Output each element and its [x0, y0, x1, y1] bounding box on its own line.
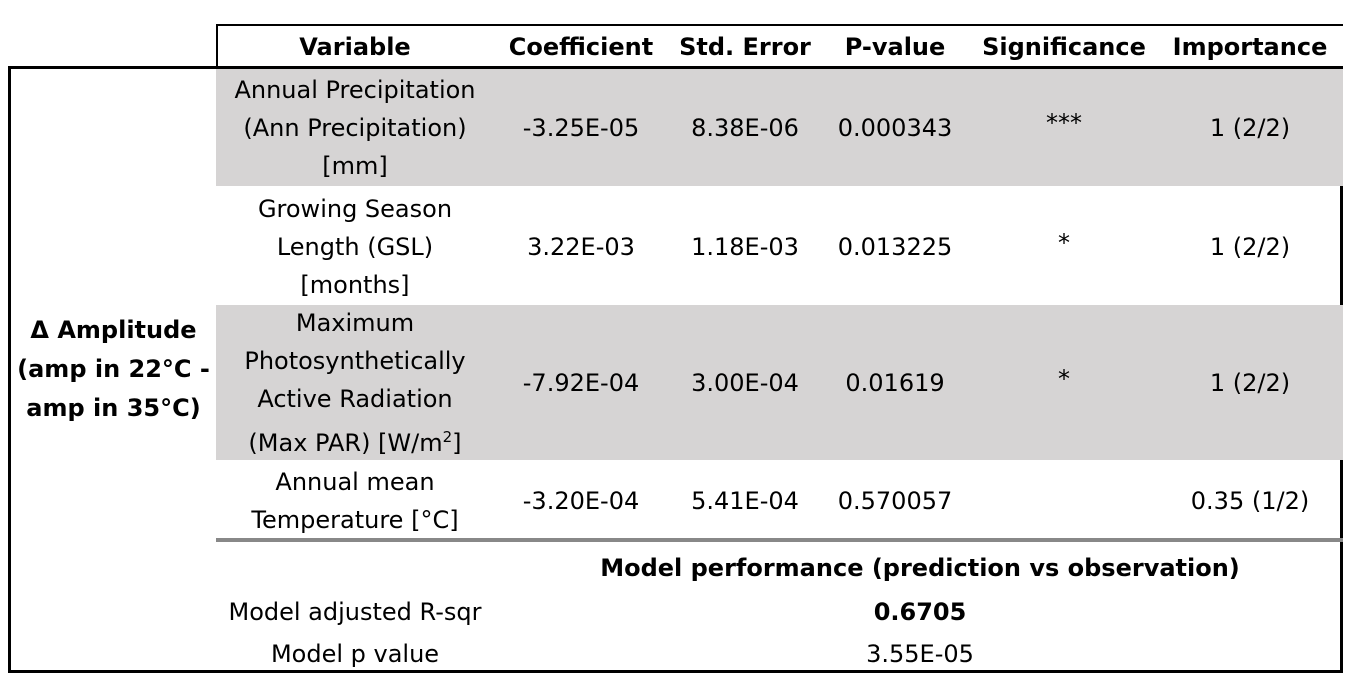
header-top-rule: [216, 24, 1343, 26]
row-3-coefficient: -7.92E-04: [522, 368, 640, 397]
row-2-std-error: 1.18E-03: [691, 232, 799, 261]
outer-bottom-border: [8, 670, 1343, 673]
table-bottom-rule: [216, 538, 1343, 542]
row-2-importance: 1 (2/2): [1209, 232, 1291, 261]
row-4-variable-line-2: Temperature [°C]: [251, 506, 459, 534]
header-bottom-rule: [8, 66, 1343, 69]
row-4-variable-line-1: Annual mean: [275, 468, 435, 496]
row-2-significance: *: [1058, 228, 1070, 257]
row-2-variable: Growing Season Length (GSL) [months]: [216, 188, 494, 305]
row-3-variable-line-4: (Max PAR) [W/m2]: [244, 418, 465, 462]
row-group-label-line-1: Δ Amplitude: [30, 316, 197, 344]
row-1-std-error: 8.38E-06: [691, 113, 799, 142]
row-3-p-value: 0.01619: [845, 368, 945, 397]
row-3-variable-line-1: Maximum: [295, 308, 415, 337]
row-1-variable-line-2: (Ann Precipitation): [243, 113, 467, 142]
row-4-importance: 0.35 (1/2): [1190, 487, 1310, 515]
row-group-label-line-3: amp in 35°C): [26, 394, 201, 422]
row-1-p-value: 0.000343: [837, 113, 953, 142]
row-3-variable-line-2: Photosynthetically: [244, 346, 466, 375]
row-1-variable: Annual Precipitation (Ann Precipitation)…: [216, 69, 494, 186]
row-group-label-line-2: (amp in 22°C -: [17, 355, 210, 383]
header-significance: Significance: [982, 33, 1146, 61]
header-variable: Variable: [299, 33, 411, 61]
row-3-variable-line-4-end: ]: [452, 428, 462, 457]
row-1-variable-line-3: [mm]: [322, 151, 388, 180]
row-2-variable-line-2: Length (GSL): [276, 232, 434, 261]
p-value-model: 3.55E-05: [866, 640, 974, 668]
row-3-variable-line-4-text: (Max PAR) [W/m: [248, 428, 443, 457]
header-std-error: Std. Error: [679, 33, 811, 61]
shaded-row-3: [216, 305, 1343, 460]
row-3-variable-superscript: 2: [442, 427, 453, 446]
row-3-significance: *: [1058, 364, 1070, 393]
row-4-p-value: 0.570057: [837, 487, 953, 515]
row-1-importance: 1 (2/2): [1209, 113, 1291, 142]
r-sqr-label: Model adjusted R-sqr: [228, 598, 482, 626]
row-3-variable: Maximum Photosynthetically Active Radiat…: [216, 305, 494, 460]
row-2-p-value: 0.013225: [837, 232, 953, 261]
row-4-significance: [975, 462, 1153, 540]
row-3-variable-line-3: Active Radiation: [257, 384, 453, 413]
row-1-coefficient: -3.25E-05: [522, 113, 640, 142]
shaded-row-1: [216, 69, 1343, 186]
row-2-coefficient: 3.22E-03: [527, 232, 635, 261]
row-2-variable-line-1: Growing Season: [257, 194, 453, 223]
row-4-variable: Annual mean Temperature [°C]: [216, 462, 494, 540]
p-label: Model p value: [270, 640, 440, 668]
header-left-rule: [216, 24, 218, 68]
header-importance: Importance: [1172, 33, 1328, 61]
row-1-variable-line-1: Annual Precipitation: [234, 75, 476, 104]
row-2-variable-line-3: [months]: [300, 270, 410, 299]
performance-title: Model performance (prediction vs observa…: [600, 554, 1240, 582]
row-3-std-error: 3.00E-04: [691, 368, 799, 397]
row-4-coefficient: -3.20E-04: [522, 487, 640, 515]
r-sqr-value: 0.6705: [873, 598, 967, 626]
header-p-value: P-value: [844, 33, 946, 61]
header-coefficient: Coefficient: [508, 33, 654, 61]
outer-left-border: [8, 66, 11, 673]
row-group-label: Δ Amplitude (amp in 22°C - amp in 35°C): [11, 69, 216, 670]
row-1-significance: ***: [1046, 108, 1082, 137]
row-4-std-error: 5.41E-04: [691, 487, 799, 515]
row-3-importance: 1 (2/2): [1209, 368, 1291, 397]
